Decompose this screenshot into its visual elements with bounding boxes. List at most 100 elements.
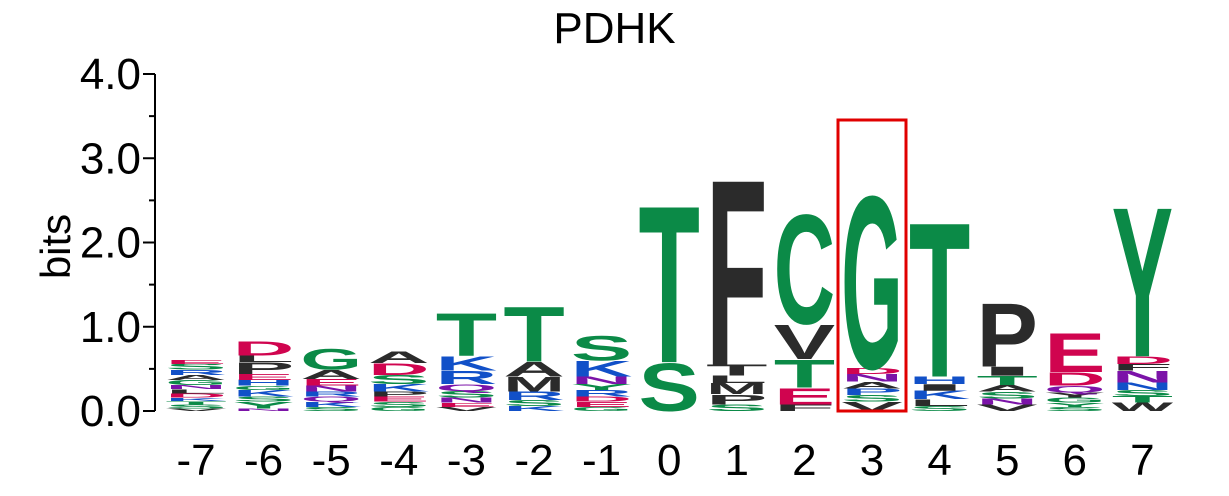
x-tick-label: -6: [244, 436, 283, 485]
logo-letter-t: T: [774, 352, 835, 397]
logo-letter-k: K: [301, 401, 362, 409]
logo-letter-e: E: [571, 401, 632, 409]
logo-letter-e: E: [774, 383, 835, 409]
logo-letter-k: K: [571, 356, 632, 381]
logo-letter-t: T: [706, 362, 767, 379]
logo-letter-s: S: [639, 350, 700, 426]
logo-letter-g: G: [1044, 396, 1105, 404]
logo-letter-d: D: [1112, 354, 1173, 366]
logo-letter-s: S: [301, 406, 362, 413]
logo-letter-t: T: [639, 159, 700, 410]
logo-letter-y: Y: [1044, 402, 1105, 409]
logo-letter-n: N: [301, 384, 362, 393]
logo-letter-d: D: [571, 395, 632, 403]
y-axis-title: bits: [32, 214, 79, 279]
logo-letter-n: N: [571, 375, 632, 387]
x-tick-label: 7: [1130, 436, 1154, 485]
logo-letter-g: G: [165, 379, 226, 387]
logo-letter-s: S: [368, 372, 429, 387]
logo-letter-k: K: [165, 397, 226, 402]
logo-letter-r: R: [571, 388, 632, 398]
logo-letter-m: M: [706, 380, 767, 397]
x-tick-label: -5: [312, 436, 351, 485]
logo-letter-n: N: [436, 396, 497, 404]
logo-letter-v: V: [165, 408, 226, 412]
logo-letter-s: S: [571, 328, 632, 368]
logo-letter-s: S: [165, 362, 226, 371]
logo-letter-p: P: [977, 286, 1038, 387]
logo-letter-g: G: [368, 406, 429, 413]
logo-letter-d: D: [368, 360, 429, 378]
x-tick-label: -3: [447, 436, 486, 485]
logo-letter-q: Q: [301, 395, 362, 403]
logo-letter-r: R: [301, 390, 362, 398]
logo-letter-t: T: [436, 301, 497, 370]
x-tick-label: 3: [860, 436, 884, 485]
logo-letter-g: G: [301, 343, 362, 376]
logo-letter-g: G: [841, 144, 902, 421]
logo-letter-a: A: [841, 380, 902, 390]
logo-letter-n: N: [233, 408, 294, 412]
logo-letter-s: S: [165, 403, 226, 410]
logo-letter-y: Y: [571, 383, 632, 392]
x-tick-label: 1: [725, 436, 749, 485]
logo-letter-s: S: [977, 390, 1038, 400]
logo-letter-r: R: [436, 367, 497, 388]
x-tick-label: 6: [1063, 436, 1087, 485]
logo-letter-t: T: [503, 290, 564, 378]
logo-letter-e: E: [165, 359, 226, 366]
logo-letter-e: E: [1044, 323, 1105, 385]
logo-letter-w: W: [1112, 401, 1174, 414]
logo-letter-d: D: [1044, 369, 1105, 390]
logo-letter-r: R: [165, 368, 226, 376]
logo-letter-c: C: [774, 182, 835, 357]
logo-letter-t: T: [165, 400, 226, 405]
logo-letter-s: S: [436, 389, 497, 399]
x-tick-label: 2: [792, 436, 816, 485]
x-tick-label: 4: [927, 436, 951, 485]
logo-letter-s: S: [368, 401, 429, 409]
logo-letter-a: A: [301, 367, 362, 382]
x-tick-label: 0: [657, 436, 681, 485]
logo-letter-q: Q: [436, 382, 497, 392]
logo-letter-s: S: [841, 393, 902, 403]
logo-letter-p: P: [841, 387, 902, 397]
logo-letter-d: D: [841, 367, 902, 376]
logo-letter-g: G: [233, 385, 294, 392]
logo-letter-k: K: [368, 382, 429, 394]
logo-letter-t: T: [909, 178, 970, 424]
x-tick-label: -4: [379, 436, 418, 485]
logo-letter-k: K: [233, 388, 294, 398]
logo-letter-d: D: [165, 392, 226, 399]
logo-letter-s: S: [503, 399, 564, 408]
logo-letter-k: K: [909, 389, 970, 402]
logo-letter-r: R: [503, 390, 564, 403]
y-tick-label: 0.0: [80, 387, 141, 436]
logo-letter-k: K: [503, 405, 564, 413]
logo-letter-s: S: [909, 405, 970, 413]
logo-letter-k: K: [436, 353, 497, 375]
logo-letter-n: N: [977, 397, 1038, 406]
logo-letter-n: N: [165, 384, 226, 391]
logo-letter-d: D: [233, 338, 294, 360]
logo-letter-e: E: [301, 377, 362, 387]
x-tick-label: 5: [995, 436, 1019, 485]
logo-letter-q: Q: [1044, 384, 1105, 394]
logo-letter-s: S: [706, 403, 767, 413]
y-tick-label: 3.0: [80, 134, 141, 183]
logo-letter-a: A: [368, 348, 429, 366]
logo-letter-l: L: [909, 398, 970, 408]
logo-letter-y: Y: [1044, 391, 1105, 399]
y-tick-label: 4.0: [80, 50, 141, 99]
x-tick-label: -1: [582, 436, 621, 485]
logo-letter-p: P: [233, 359, 294, 377]
logo-letter-t: T: [1112, 394, 1173, 404]
logo-letter-h: H: [233, 378, 294, 387]
logo-letter-a: A: [977, 383, 1038, 393]
logo-letter-n: N: [1112, 381, 1173, 393]
logo-letter-a: A: [503, 358, 564, 381]
logo-letter-f: F: [774, 403, 835, 413]
y-tick-label: 2.0: [80, 219, 141, 268]
logo-letter-y: Y: [233, 400, 294, 410]
